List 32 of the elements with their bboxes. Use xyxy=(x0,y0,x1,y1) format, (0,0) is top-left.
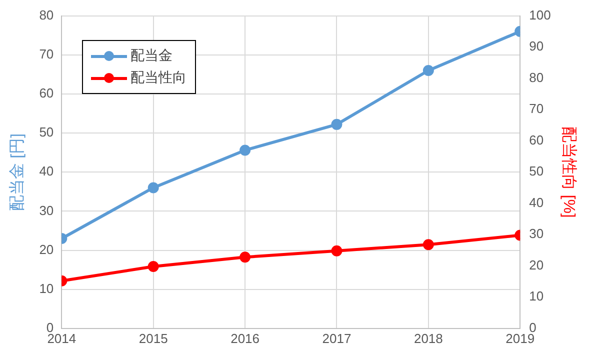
y-tick-label: 40 xyxy=(39,164,54,179)
y2-tick-label: 20 xyxy=(529,257,544,272)
y2-tick-label: 60 xyxy=(529,132,544,148)
point xyxy=(331,118,342,130)
y-tick-label: 10 xyxy=(39,280,54,296)
y-tick-label: 50 xyxy=(39,124,54,140)
y2-tick-label: 70 xyxy=(529,101,544,116)
y-tick-label: 30 xyxy=(39,202,54,218)
y2-tick-label: 100 xyxy=(529,7,551,22)
x-tick-label: 2018 xyxy=(414,330,443,346)
point xyxy=(422,65,434,76)
legend-label: 配当金 xyxy=(130,46,173,65)
y2-tick-label: 40 xyxy=(529,194,544,210)
y2-tick-label: 10 xyxy=(529,288,544,304)
y-tick-label: 80 xyxy=(39,7,54,22)
y-tick-label: 60 xyxy=(39,86,54,101)
point xyxy=(240,144,251,156)
y-tick-label: 20 xyxy=(39,242,54,257)
y2-tick-label: 80 xyxy=(529,70,544,85)
point xyxy=(240,252,251,263)
y2-tick-label: 30 xyxy=(529,226,544,242)
y2-tick-label: 50 xyxy=(529,164,544,179)
x-tick-label: 2016 xyxy=(230,330,260,346)
x-tick-label: 2015 xyxy=(138,330,168,346)
y-tick-label: 70 xyxy=(39,46,54,62)
y2-tick-label: 90 xyxy=(529,38,544,54)
x-tick-label: 2017 xyxy=(322,330,352,346)
point xyxy=(422,239,434,250)
y-axis-title: 配当金 [円] xyxy=(8,133,26,211)
y2-axis-title: 配当性向 [%] xyxy=(560,126,578,218)
legend-label: 配当性向 xyxy=(130,68,187,87)
point xyxy=(331,245,342,256)
